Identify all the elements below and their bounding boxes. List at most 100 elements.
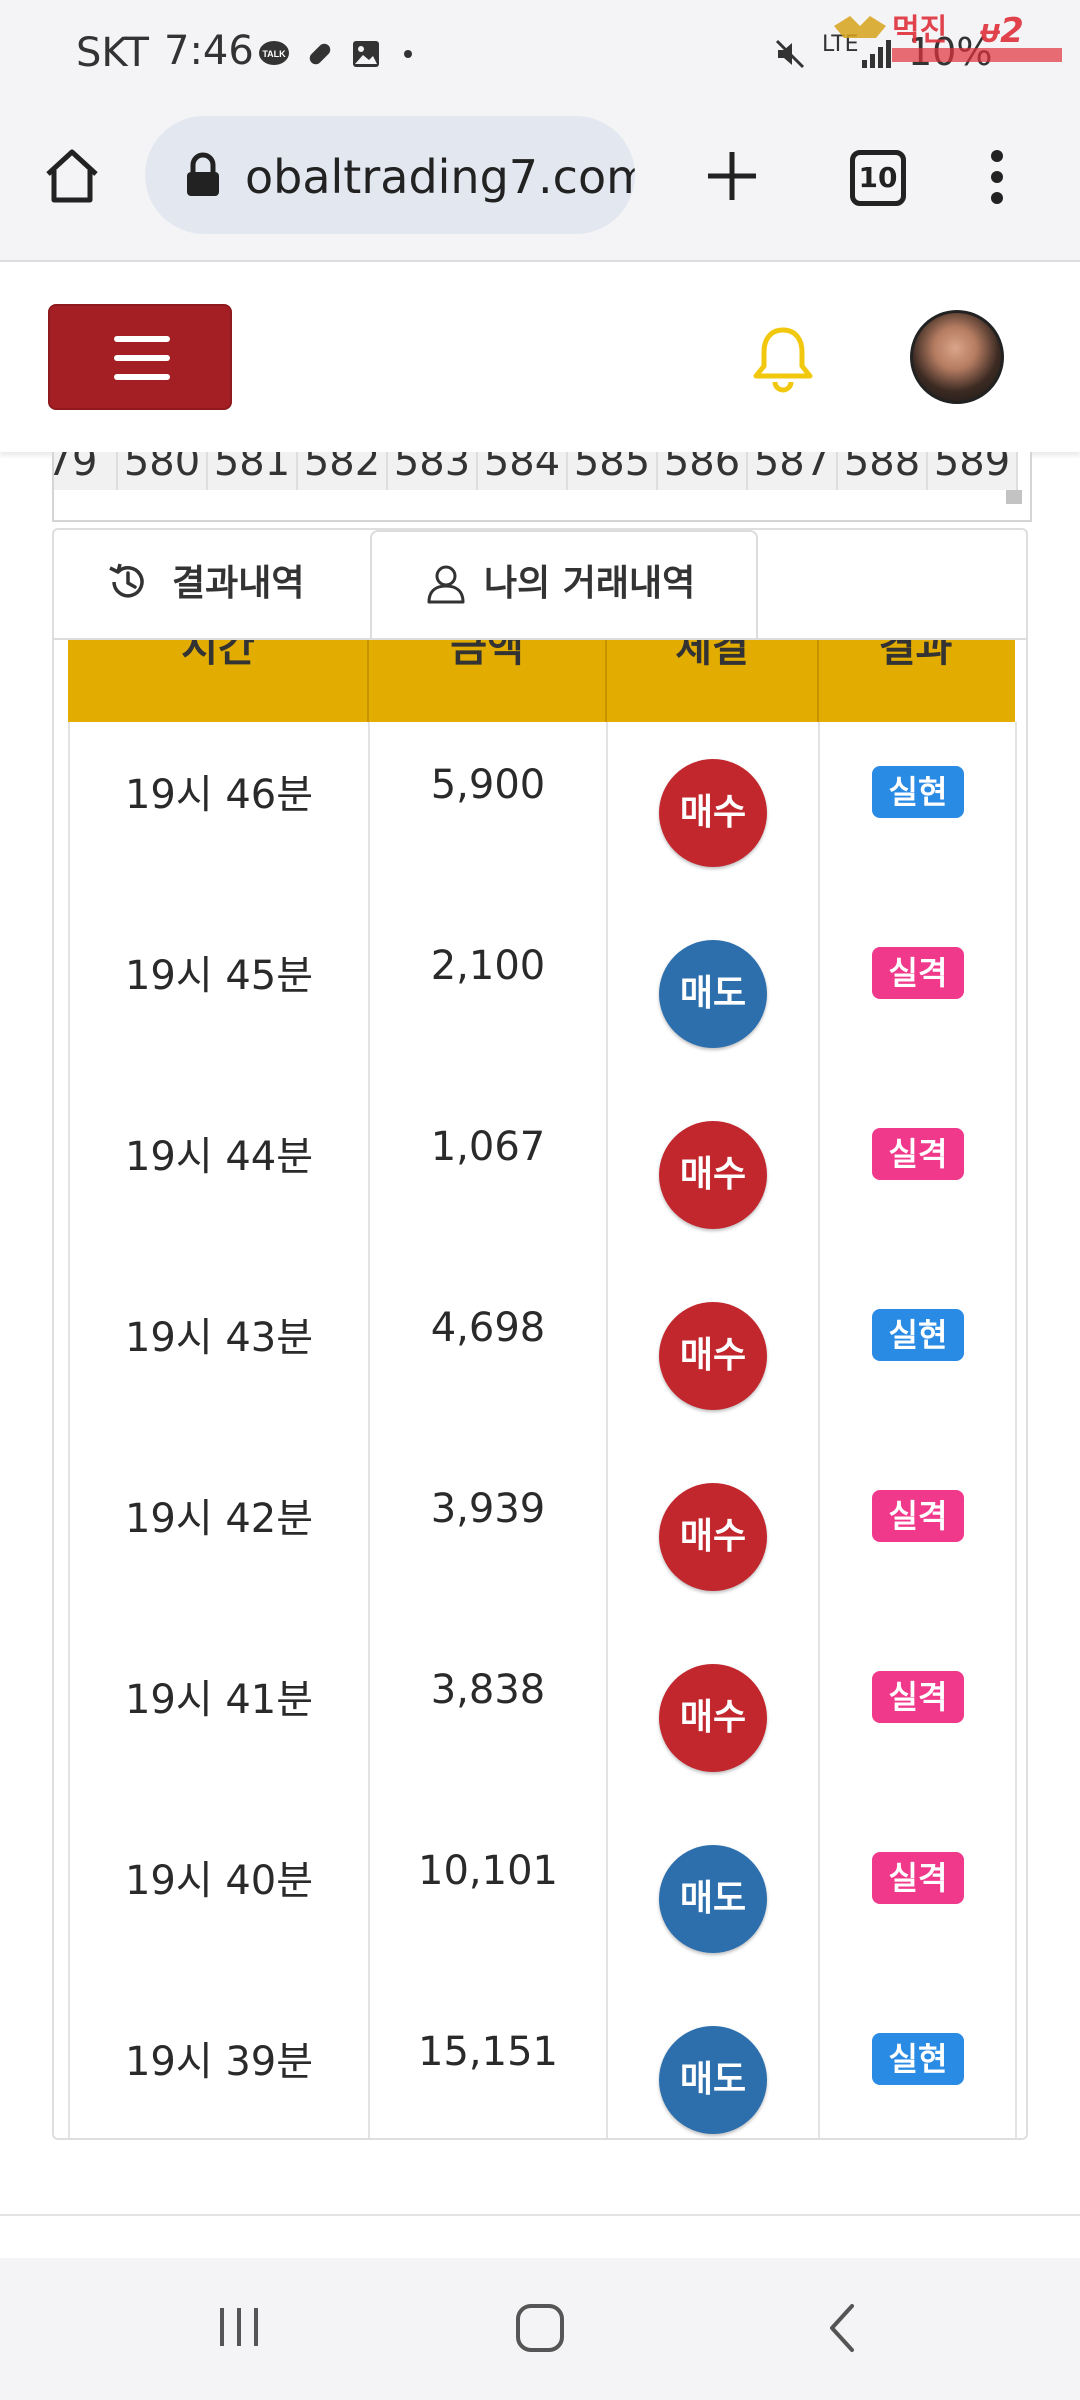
- cell-execution: 매도: [608, 903, 820, 1084]
- trade-amount: 4,698: [430, 1305, 546, 1351]
- direction-badge: 매수: [659, 1121, 767, 1229]
- svg-text:먹진: 먹진: [892, 13, 947, 48]
- table-row: 19시 40분 10,101 매도 실격: [68, 1808, 1017, 1991]
- cell-result: 실현: [820, 722, 1015, 903]
- trade-time: 19시 43분: [124, 1315, 314, 1361]
- cell-execution: 매수: [608, 1084, 820, 1265]
- app-header: [0, 262, 1080, 452]
- direction-badge: 매수: [659, 759, 767, 867]
- direction-badge: 매도: [659, 1845, 767, 1953]
- tab-switcher-button[interactable]: 10: [850, 150, 906, 206]
- horizontal-scrollbar[interactable]: [1006, 490, 1022, 504]
- trade-time: 19시 42분: [124, 1496, 314, 1542]
- tab-label: 나의 거래내역: [484, 563, 696, 604]
- trade-amount: 15,151: [418, 2029, 558, 2075]
- round-number[interactable]: 581: [208, 452, 298, 490]
- cell-result: 실격: [820, 1084, 1015, 1265]
- direction-badge: 매수: [659, 1664, 767, 1772]
- recent-apps-icon[interactable]: [214, 2302, 264, 2352]
- tab-results-history[interactable]: 결과내역: [54, 530, 370, 638]
- cell-amount: 10,101: [370, 1808, 608, 1989]
- header-divider: [605, 640, 607, 722]
- result-badge: 실격: [872, 1852, 964, 1904]
- trade-amount: 1,067: [430, 1124, 546, 1170]
- trade-time: 19시 46분: [124, 772, 314, 818]
- cell-time: 19시 41분: [70, 1627, 370, 1808]
- result-badge: 실현: [872, 1309, 964, 1361]
- header-time: 시간: [181, 640, 255, 671]
- cell-time: 19시 40분: [70, 1808, 370, 1989]
- bell-icon[interactable]: [750, 324, 816, 394]
- direction-badge: 매도: [659, 940, 767, 1048]
- cell-time: 19시 42분: [70, 1446, 370, 1627]
- more-options-icon[interactable]: [982, 148, 1012, 206]
- system-nav-bar: [0, 2258, 1080, 2400]
- cell-amount: 5,900: [370, 722, 608, 903]
- history-panel: 결과내역 나의 거래내역 시간 금액 체결 결과 19시 46분 5,900 매수 실…: [52, 528, 1028, 2140]
- round-number[interactable]: 589: [928, 452, 1018, 490]
- dot-icon: [404, 50, 412, 58]
- clock-time: 7:46: [164, 28, 254, 74]
- table-row: 19시 39분 15,151 매도 실현: [68, 1989, 1017, 2138]
- header-result: 결과: [878, 640, 953, 671]
- table-row: 19시 42분 3,939 매수 실격: [68, 1446, 1017, 1629]
- result-badge: 실격: [872, 947, 964, 999]
- trade-time: 19시 45분: [124, 953, 314, 999]
- trade-amount: 3,838: [430, 1667, 546, 1713]
- back-icon[interactable]: [822, 2300, 862, 2356]
- url-text: obaltrading7.com: [245, 150, 635, 204]
- result-badge: 실현: [872, 766, 964, 818]
- browser-toolbar: obaltrading7.com 10: [0, 110, 1080, 262]
- svg-text:TALK: TALK: [262, 49, 286, 59]
- cell-time: 19시 45분: [70, 903, 370, 1084]
- cell-amount: 4,698: [370, 1265, 608, 1446]
- home-icon[interactable]: [42, 146, 102, 206]
- hamburger-icon: [114, 336, 170, 342]
- user-icon: [427, 565, 465, 604]
- round-number[interactable]: 79: [54, 452, 118, 490]
- round-number[interactable]: 586: [658, 452, 748, 490]
- menu-button[interactable]: [48, 304, 232, 410]
- history-icon: [109, 563, 144, 598]
- cell-time: 19시 39분: [70, 1989, 370, 2138]
- avatar[interactable]: [910, 310, 1004, 404]
- mute-icon: [775, 39, 805, 69]
- table-row: 19시 43분 4,698 매수 실현: [68, 1265, 1017, 1448]
- trade-amount: 3,939: [430, 1486, 546, 1532]
- tab-label: 결과내역: [172, 563, 305, 604]
- result-badge: 실현: [872, 2033, 964, 2085]
- trade-amount: 10,101: [418, 1848, 558, 1894]
- direction-badge: 매수: [659, 1483, 767, 1591]
- round-number[interactable]: 585: [568, 452, 658, 490]
- cell-execution: 매도: [608, 1808, 820, 1989]
- carrier-label: SKT: [76, 30, 149, 76]
- round-number[interactable]: 587: [748, 452, 838, 490]
- result-badge: 실격: [872, 1128, 964, 1180]
- home-nav-icon[interactable]: [512, 2300, 568, 2356]
- round-number[interactable]: 588: [838, 452, 928, 490]
- cell-result: 실격: [820, 1627, 1015, 1808]
- table-header: 시간 금액 체결 결과: [68, 640, 1015, 722]
- round-number[interactable]: 584: [478, 452, 568, 490]
- table-row: 19시 44분 1,067 매수 실격: [68, 1084, 1017, 1267]
- cell-amount: 2,100: [370, 903, 608, 1084]
- result-badge: 실격: [872, 1490, 964, 1542]
- hamburger-icon-bar: [114, 374, 170, 380]
- pill-icon: [309, 43, 331, 65]
- round-number-strip[interactable]: 79 580 581 582 583 584 585 586 587 588 5…: [52, 452, 1032, 522]
- tab-my-trades[interactable]: 나의 거래내역: [370, 530, 758, 640]
- round-number[interactable]: 580: [118, 452, 208, 490]
- cell-execution: 매수: [608, 1265, 820, 1446]
- cell-execution: 매도: [608, 1989, 820, 2138]
- address-bar[interactable]: obaltrading7.com: [145, 116, 635, 234]
- table-row: 19시 46분 5,900 매수 실현: [68, 722, 1017, 905]
- new-tab-icon[interactable]: [704, 148, 760, 204]
- cell-amount: 15,151: [370, 1989, 608, 2138]
- cell-amount: 3,939: [370, 1446, 608, 1627]
- cell-time: 19시 43분: [70, 1265, 370, 1446]
- round-number[interactable]: 582: [298, 452, 388, 490]
- round-number[interactable]: 583: [388, 452, 478, 490]
- trade-time: 19시 44분: [124, 1134, 314, 1180]
- watermark-logo: 먹진 ᵾ2: [834, 11, 1062, 62]
- cell-result: 실격: [820, 1808, 1015, 1989]
